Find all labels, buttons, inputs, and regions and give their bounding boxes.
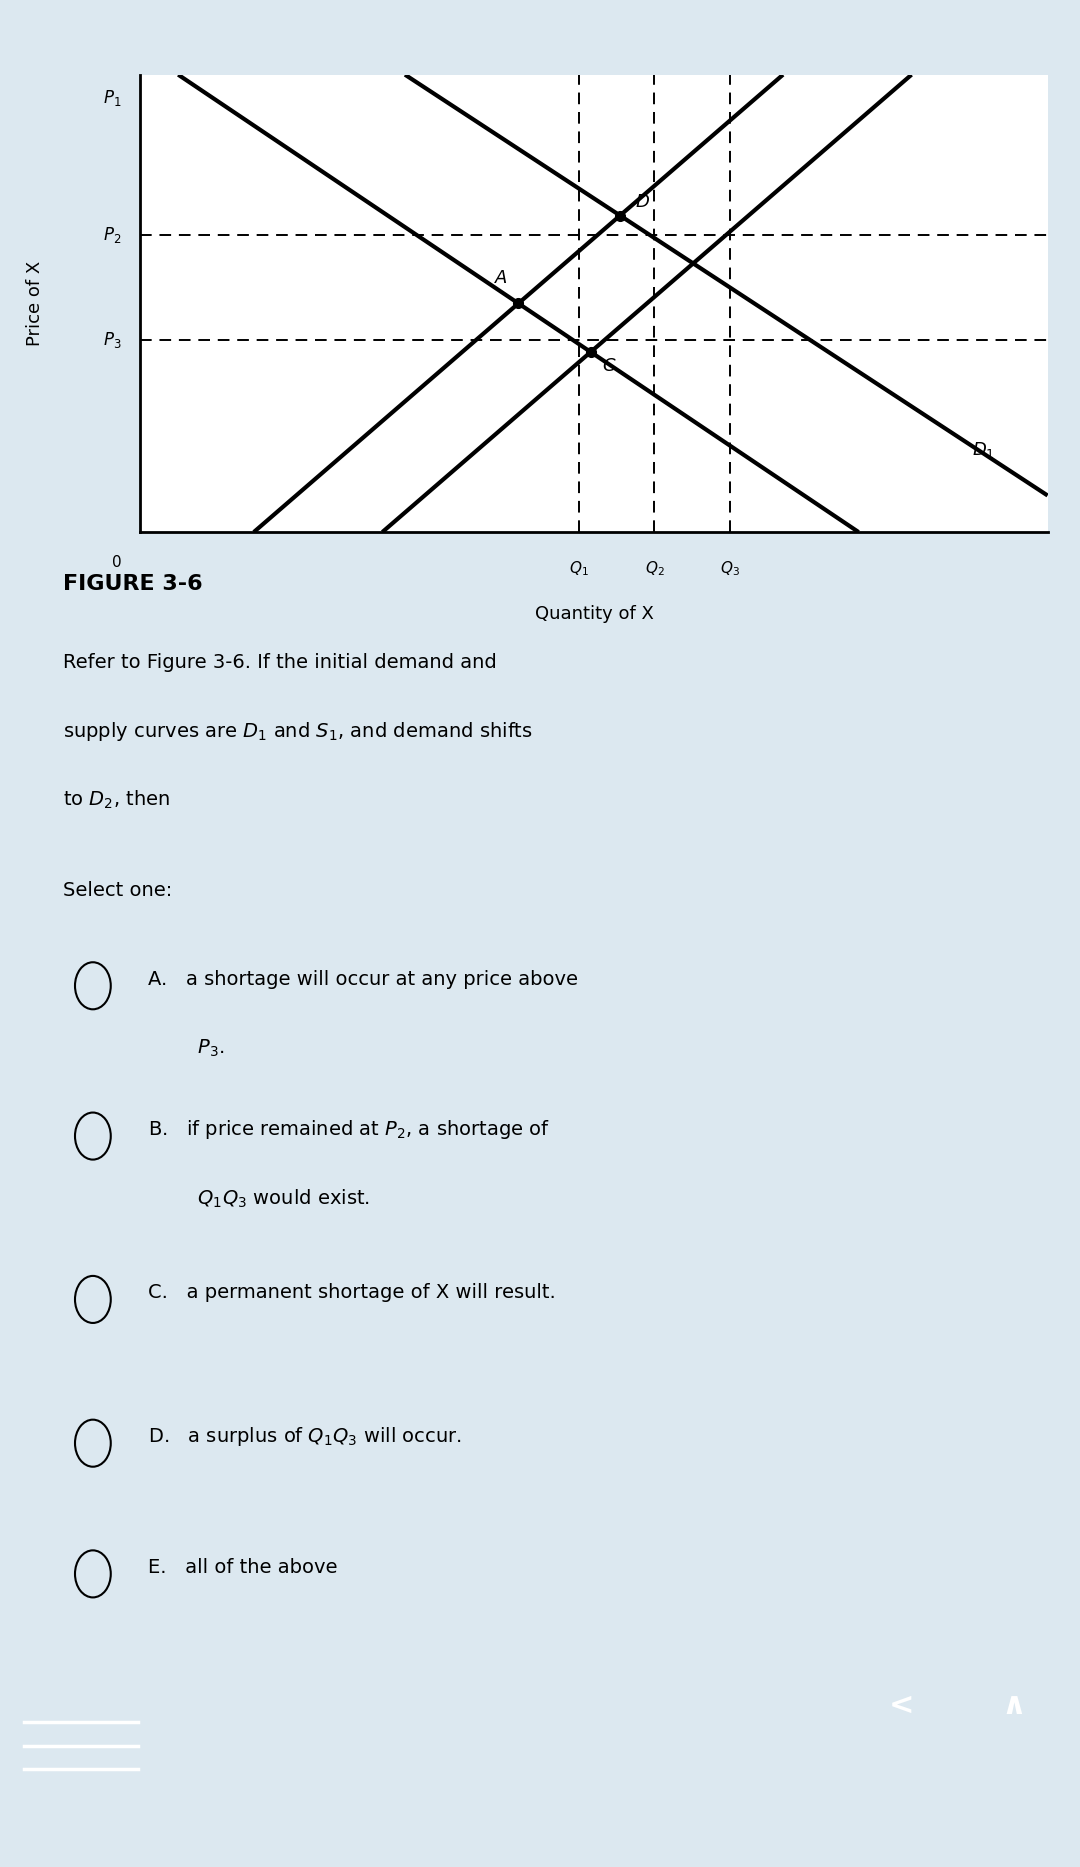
Text: Select one:: Select one:	[63, 881, 173, 900]
Text: supply curves are $D_1$ and $S_1$, and demand shifts: supply curves are $D_1$ and $S_1$, and d…	[63, 721, 532, 743]
Text: C.   a permanent shortage of X will result.: C. a permanent shortage of X will result…	[148, 1283, 555, 1303]
Text: A.   a shortage will occur at any price above: A. a shortage will occur at any price ab…	[148, 969, 578, 990]
Text: $P_3$: $P_3$	[103, 330, 121, 349]
Text: D.   a surplus of $Q_1Q_3$ will occur.: D. a surplus of $Q_1Q_3$ will occur.	[148, 1425, 461, 1449]
Text: ∧: ∧	[1001, 1690, 1026, 1720]
Text: Quantity of X: Quantity of X	[535, 605, 653, 624]
Text: $Q_3$: $Q_3$	[720, 560, 740, 579]
Text: $Q_1Q_3$ would exist.: $Q_1Q_3$ would exist.	[148, 1187, 369, 1210]
Text: $P_2$: $P_2$	[104, 224, 121, 245]
Text: Refer to Figure 3-6. If the initial demand and: Refer to Figure 3-6. If the initial dema…	[63, 652, 497, 672]
Text: A: A	[495, 269, 508, 288]
Text: C: C	[602, 357, 615, 375]
Text: $D_1$: $D_1$	[972, 441, 995, 459]
Text: <: <	[889, 1690, 915, 1720]
Text: B.   if price remained at $P_2$, a shortage of: B. if price remained at $P_2$, a shortag…	[148, 1118, 550, 1141]
Text: $P_1$: $P_1$	[103, 88, 121, 108]
Text: $Q_1$: $Q_1$	[569, 560, 589, 579]
Text: to $D_2$, then: to $D_2$, then	[63, 788, 171, 810]
Text: E.   all of the above: E. all of the above	[148, 1557, 337, 1578]
Text: 0: 0	[112, 554, 121, 569]
Text: Price of X: Price of X	[26, 261, 43, 345]
Text: $P_3$.: $P_3$.	[148, 1038, 225, 1059]
Text: $Q_2$: $Q_2$	[645, 560, 664, 579]
Text: D: D	[635, 192, 649, 211]
Text: FIGURE 3-6: FIGURE 3-6	[63, 575, 203, 594]
